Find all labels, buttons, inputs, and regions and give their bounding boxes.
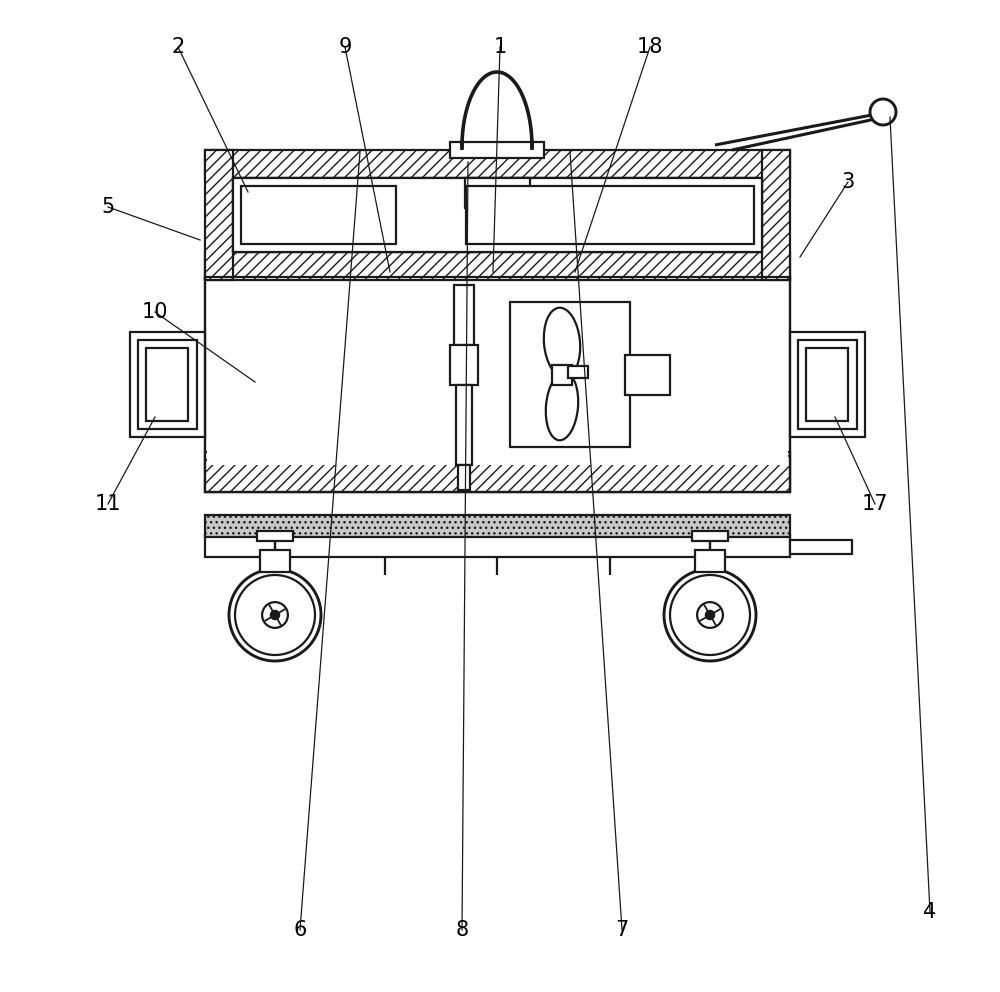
Bar: [790, 332, 865, 437]
Circle shape: [262, 602, 288, 628]
Bar: [205, 252, 790, 280]
Bar: [130, 332, 205, 437]
Circle shape: [664, 569, 756, 661]
Bar: [233, 178, 762, 252]
Bar: [450, 345, 478, 385]
Bar: [205, 150, 790, 178]
Text: 5: 5: [101, 197, 115, 217]
Circle shape: [271, 611, 279, 619]
Bar: [692, 531, 728, 541]
Bar: [205, 277, 790, 492]
Bar: [458, 465, 470, 490]
Bar: [762, 150, 790, 280]
Ellipse shape: [544, 308, 580, 378]
Bar: [454, 285, 474, 345]
Text: 3: 3: [841, 172, 855, 192]
Bar: [207, 292, 788, 465]
Bar: [205, 535, 790, 557]
Ellipse shape: [546, 373, 578, 440]
Bar: [450, 142, 544, 158]
Text: 6: 6: [293, 920, 307, 940]
Circle shape: [870, 99, 896, 125]
Text: 7: 7: [615, 920, 629, 940]
Bar: [257, 531, 293, 541]
Bar: [465, 178, 530, 208]
Text: 8: 8: [455, 920, 469, 940]
Circle shape: [706, 611, 714, 619]
Bar: [233, 178, 762, 252]
Bar: [456, 385, 472, 465]
Circle shape: [670, 575, 750, 655]
Bar: [552, 365, 572, 385]
Text: 9: 9: [338, 37, 352, 57]
Bar: [138, 340, 197, 429]
Bar: [205, 452, 790, 492]
Bar: [205, 515, 790, 537]
Bar: [466, 186, 754, 244]
Bar: [205, 277, 790, 492]
Bar: [806, 348, 848, 421]
Bar: [625, 355, 670, 395]
Text: 11: 11: [95, 494, 121, 514]
Text: 10: 10: [142, 302, 168, 322]
Circle shape: [235, 575, 315, 655]
Text: 17: 17: [862, 494, 888, 514]
Bar: [568, 366, 588, 378]
Text: 4: 4: [923, 902, 937, 922]
Text: 2: 2: [171, 37, 185, 57]
Text: 18: 18: [637, 37, 663, 57]
Bar: [241, 186, 396, 244]
Circle shape: [229, 569, 321, 661]
Text: 1: 1: [493, 37, 507, 57]
Bar: [205, 150, 233, 280]
Bar: [146, 348, 188, 421]
Bar: [798, 340, 857, 429]
Bar: [695, 550, 725, 572]
Bar: [790, 540, 852, 554]
Bar: [510, 302, 630, 447]
Bar: [260, 550, 290, 572]
Circle shape: [697, 602, 723, 628]
